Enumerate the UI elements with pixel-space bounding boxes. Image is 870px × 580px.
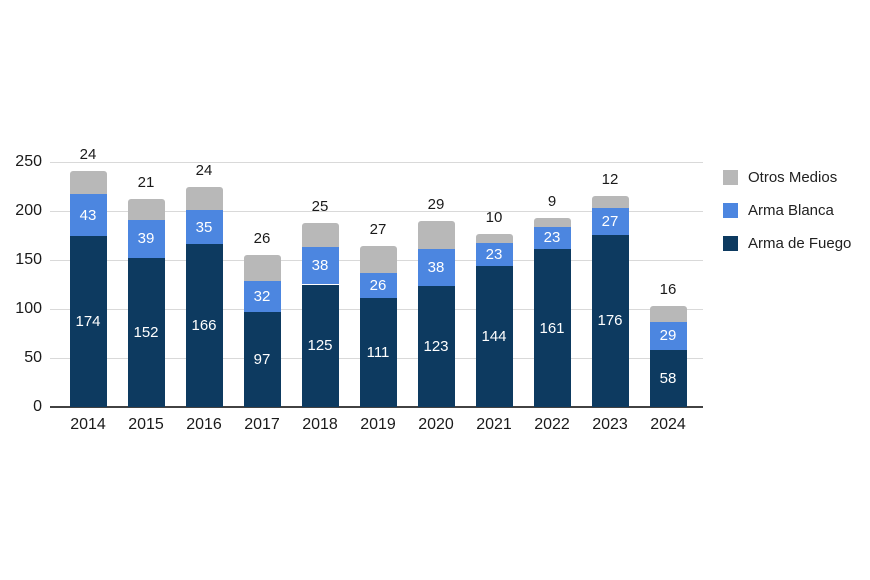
x-axis-tick-label: 2022 xyxy=(534,416,570,433)
bar-value-label: 24 xyxy=(195,161,213,179)
gridline xyxy=(50,162,703,163)
y-axis-tick-label: 250 xyxy=(15,153,42,170)
bar-segment-arma-de-fuego: 176 xyxy=(591,234,629,407)
bar-value-label: 38 xyxy=(427,259,445,277)
bar-value-label: 26 xyxy=(369,276,387,294)
bar-segment-arma-blanca: 38 xyxy=(301,247,339,285)
legend-swatch-otros-medios xyxy=(723,169,738,185)
bar-value-label: 125 xyxy=(307,337,333,355)
bar-value-label: 9 xyxy=(547,192,557,210)
bar-value-label: 123 xyxy=(423,338,449,356)
bar-segment-arma-blanca: 38 xyxy=(417,249,455,287)
bar-value-label: 166 xyxy=(191,317,217,335)
legend: Otros Medios Arma Blanca Arma de Fuego xyxy=(723,168,863,258)
bar-segment-arma-de-fuego: 58 xyxy=(649,350,687,407)
bar-segment-otros-medios xyxy=(359,246,397,273)
bar-segment-arma-de-fuego: 123 xyxy=(417,286,455,407)
bar-segment-arma-de-fuego: 174 xyxy=(69,236,107,407)
bar-segment-arma-de-fuego: 144 xyxy=(475,265,513,407)
bar-value-label: 152 xyxy=(133,324,159,341)
gridline xyxy=(50,211,703,212)
legend-item-arma-de-fuego: Arma de Fuego xyxy=(723,234,851,252)
x-axis-tick-label: 2023 xyxy=(592,416,628,433)
y-axis-tick-label: 0 xyxy=(33,398,42,415)
bar-segment-arma-de-fuego: 152 xyxy=(127,258,165,407)
bar-value-label: 27 xyxy=(601,212,619,230)
legend-label: Arma Blanca xyxy=(748,201,834,219)
bar-segment-otros-medios xyxy=(533,217,571,227)
legend-item-arma-blanca: Arma Blanca xyxy=(723,201,834,219)
bar-value-label: 29 xyxy=(427,195,445,213)
x-axis-tick-label: 2014 xyxy=(70,416,106,433)
y-axis-tick-label: 200 xyxy=(15,202,42,219)
bar-segment-otros-medios xyxy=(127,199,165,220)
bar-value-label: 144 xyxy=(481,327,507,345)
bar-value-label: 39 xyxy=(137,230,155,248)
bar-value-label: 97 xyxy=(253,350,271,368)
x-axis-tick-label: 2015 xyxy=(128,416,164,433)
bar-segment-arma-de-fuego: 111 xyxy=(359,298,397,407)
bar-value-label: 25 xyxy=(311,197,329,215)
bar-value-label: 16 xyxy=(659,281,677,299)
x-axis-tick-label: 2024 xyxy=(650,416,686,433)
y-axis-tick-label: 150 xyxy=(15,251,42,268)
bar-value-label: 24 xyxy=(79,145,97,163)
bar-value-label: 10 xyxy=(485,208,503,226)
bar-segment-arma-blanca: 35 xyxy=(185,210,223,245)
bar-segment-otros-medios xyxy=(475,233,513,244)
bar-value-label: 21 xyxy=(137,174,155,192)
bar-value-label: 26 xyxy=(253,230,271,248)
y-axis-tick-label: 50 xyxy=(24,349,42,366)
bar-value-label: 23 xyxy=(485,246,503,264)
bar-value-label: 23 xyxy=(543,229,561,247)
bar-value-label: 32 xyxy=(253,287,271,305)
bar-value-label: 174 xyxy=(75,313,101,331)
bar-value-label: 58 xyxy=(659,370,677,388)
bar-segment-arma-blanca: 39 xyxy=(127,219,165,259)
bar-segment-arma-blanca: 26 xyxy=(359,272,397,299)
legend-swatch-arma-blanca xyxy=(723,202,738,218)
legend-label: Arma de Fuego xyxy=(748,234,852,252)
bar-value-label: 35 xyxy=(195,218,213,236)
bar-value-label: 43 xyxy=(79,206,97,224)
bar-value-label: 111 xyxy=(366,344,390,362)
bar-segment-arma-de-fuego: 97 xyxy=(243,311,281,407)
bar-segment-otros-medios xyxy=(69,170,107,195)
bar-segment-arma-blanca: 23 xyxy=(533,226,571,250)
legend-swatch-arma-de-fuego xyxy=(723,235,738,251)
bar-value-label: 176 xyxy=(597,312,623,330)
x-axis-tick-label: 2016 xyxy=(186,416,222,433)
x-axis-tick-label: 2018 xyxy=(302,416,338,433)
legend-label: Otros Medios xyxy=(748,168,838,186)
x-axis-tick-label: 2020 xyxy=(418,416,454,433)
x-axis-tick-label: 2019 xyxy=(360,416,396,433)
bar-segment-arma-blanca: 43 xyxy=(69,194,107,237)
bar-value-label: 38 xyxy=(311,257,329,275)
bar-segment-arma-de-fuego: 161 xyxy=(533,249,571,407)
bar-value-label: 12 xyxy=(601,171,619,189)
bar-segment-otros-medios xyxy=(417,220,455,250)
bar-segment-arma-de-fuego: 125 xyxy=(301,284,339,407)
bar-segment-otros-medios xyxy=(591,196,629,209)
bar-segment-arma-blanca: 23 xyxy=(475,243,513,266)
bar-segment-arma-blanca: 32 xyxy=(243,280,281,312)
bar-segment-otros-medios xyxy=(243,255,281,281)
legend-item-otros-medios: Otros Medios xyxy=(723,168,837,186)
bar-segment-otros-medios xyxy=(185,186,223,211)
bar-segment-otros-medios xyxy=(649,306,687,322)
bar-segment-arma-blanca: 27 xyxy=(591,208,629,235)
bar-segment-otros-medios xyxy=(301,222,339,248)
y-axis-tick-label: 100 xyxy=(15,300,42,317)
bar-value-label: 27 xyxy=(369,221,387,239)
x-axis-tick-label: 2021 xyxy=(476,416,512,433)
bar-segment-arma-blanca: 29 xyxy=(649,321,687,351)
bar-value-label: 29 xyxy=(659,327,677,345)
bar-segment-arma-de-fuego: 166 xyxy=(185,244,223,407)
x-axis-line xyxy=(50,406,703,408)
x-axis-tick-label: 2017 xyxy=(244,416,280,433)
bar-value-label: 161 xyxy=(539,319,565,337)
